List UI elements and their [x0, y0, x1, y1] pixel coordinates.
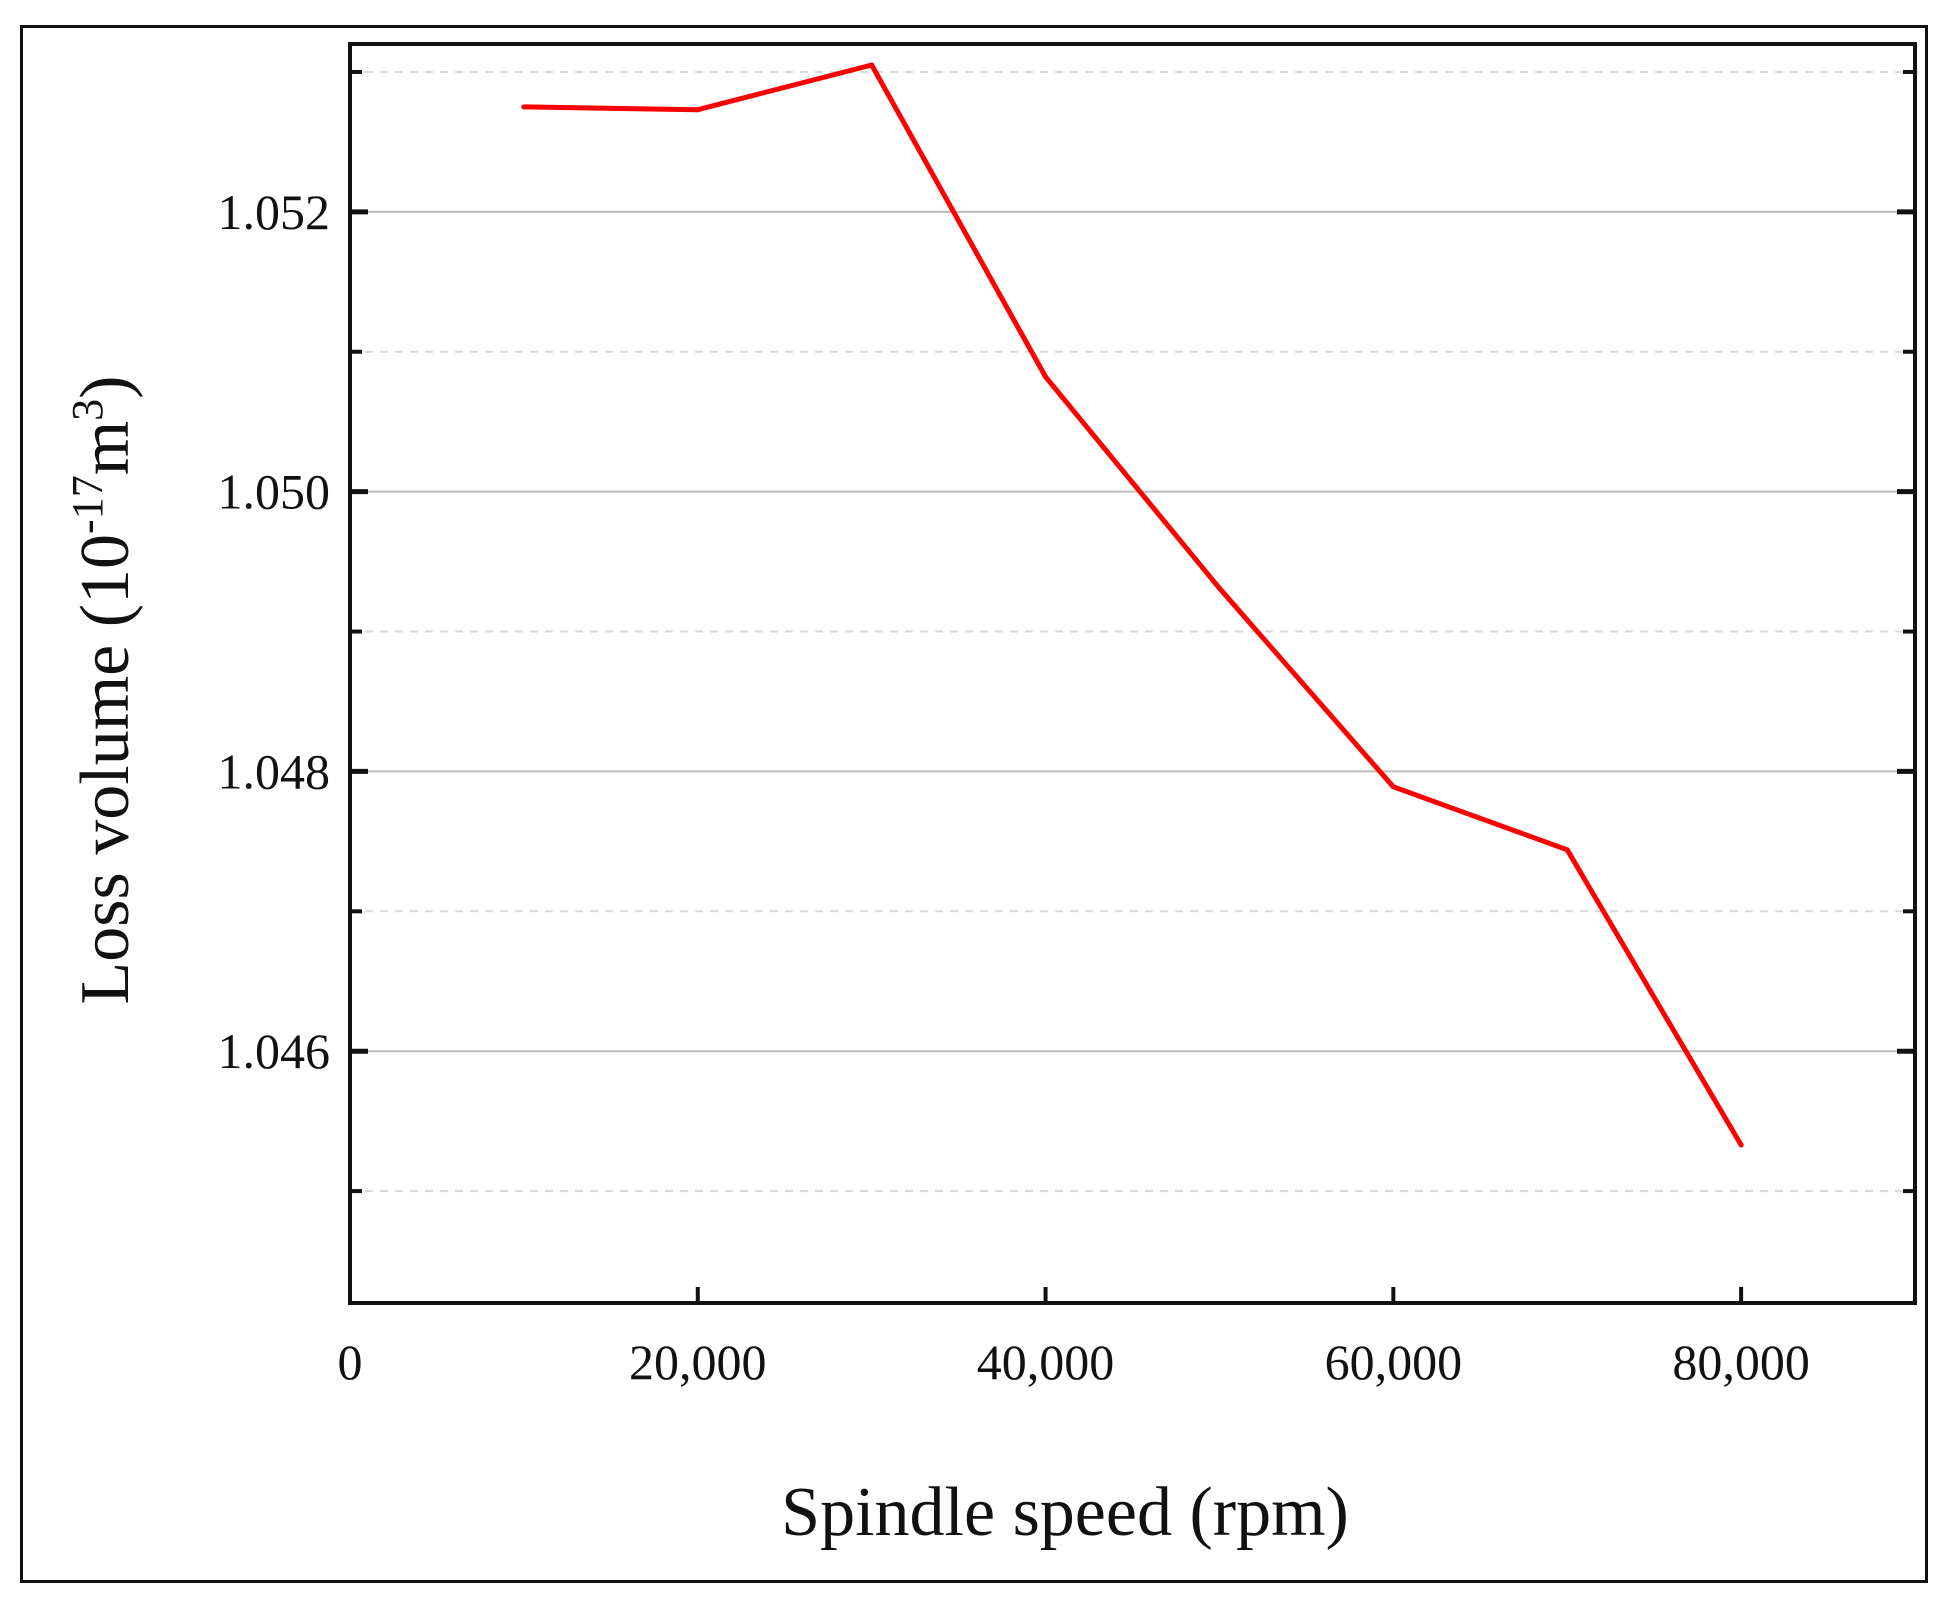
grid-layer — [350, 70, 1915, 1193]
y-axis-title: Loss volume (10-17m3) — [63, 376, 144, 1005]
data-point — [695, 107, 701, 113]
series-line — [521, 62, 1744, 1148]
y-tick-label: 1.048 — [218, 743, 331, 799]
y-axis-title-unit: m — [67, 421, 144, 475]
y-tick-label: 1.046 — [218, 1023, 331, 1079]
data-point — [1564, 847, 1570, 853]
data-point — [521, 104, 527, 110]
x-tick-label: 0 — [338, 1334, 363, 1390]
x-tick-label: 80,000 — [1672, 1334, 1810, 1390]
data-point — [1390, 784, 1396, 790]
data-point — [869, 62, 875, 68]
y-axis-title-prefix: Loss volume (10 — [67, 534, 144, 1005]
data-point — [1216, 585, 1222, 591]
data-point — [1738, 1142, 1744, 1148]
y-axis-title-exponent: -17 — [63, 475, 112, 534]
plot-frame — [348, 42, 1917, 1305]
x-tick-label: 60,000 — [1325, 1334, 1463, 1390]
tick-layer — [348, 69, 1915, 1303]
y-tick-label: 1.052 — [218, 184, 331, 240]
x-tick-label: 20,000 — [629, 1334, 767, 1390]
x-axis-title: Spindle speed (rpm) — [781, 1474, 1349, 1551]
y-axis-title-suffix: ) — [67, 376, 144, 399]
series-layer — [521, 62, 1744, 1148]
y-axis-title-unit-exponent: 3 — [63, 399, 112, 421]
y-tick-label: 1.050 — [218, 464, 331, 520]
x-tick-label: 40,000 — [977, 1334, 1115, 1390]
data-point — [1043, 374, 1049, 380]
label-layer: 1.046 1.048 1.050 1.052 0 20,000 40,000 60,000 8… — [218, 184, 1810, 1390]
figure-frame — [20, 25, 1928, 1583]
